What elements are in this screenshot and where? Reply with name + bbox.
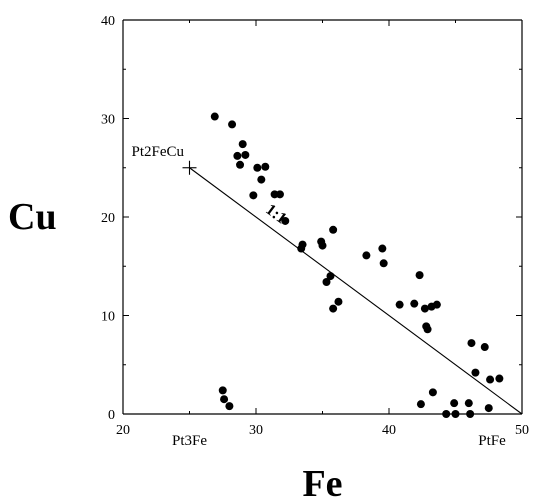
data-point: [471, 368, 480, 377]
annotations: Pt2FeCu Pt3Fe PtFe: [132, 144, 507, 449]
data-point: [466, 410, 475, 418]
data-point: [410, 299, 419, 308]
data-point: [238, 140, 247, 149]
data-point: [329, 304, 338, 313]
y-tick-label: 0: [108, 408, 115, 423]
annotation-ptfe: PtFe: [478, 433, 506, 449]
data-point: [249, 191, 258, 200]
data-point: [432, 300, 441, 309]
data-point: [210, 112, 219, 121]
data-point: [442, 410, 451, 418]
y-tick-label: 10: [101, 310, 115, 325]
data-point: [495, 374, 504, 383]
data-point: [450, 399, 459, 408]
data-point: [464, 399, 473, 408]
data-point: [228, 120, 237, 129]
reference-line-group: 1:1: [189, 167, 523, 415]
data-point: [416, 400, 425, 409]
data-point: [480, 343, 489, 352]
data-point: [318, 241, 327, 250]
data-point: [257, 175, 266, 184]
data-point: [225, 402, 234, 411]
data-point: [428, 388, 437, 397]
x-tick-label: 50: [515, 423, 529, 438]
data-point: [484, 404, 493, 413]
annotation-pt2fecu: Pt2FeCu: [132, 144, 185, 160]
data-point: [241, 150, 250, 159]
data-point: [275, 190, 284, 199]
data-point: [297, 244, 306, 253]
data-point: [420, 304, 429, 313]
data-point: [322, 278, 331, 287]
x-axis-title: Fe: [302, 463, 342, 502]
data-point: [362, 251, 371, 260]
x-tick-label: 30: [249, 423, 263, 438]
ticks: [122, 19, 523, 415]
data-point: [326, 272, 335, 281]
plot-frame: [122, 19, 523, 415]
annotation-pt3fe: Pt3Fe: [172, 433, 207, 449]
data-point: [253, 163, 262, 172]
x-tick-label: 40: [382, 423, 396, 438]
data-point: [236, 160, 245, 169]
reference-line: [189, 167, 523, 415]
y-tick-label: 30: [101, 113, 115, 128]
data-point: [261, 162, 270, 171]
data-point: [281, 216, 290, 225]
data-point: [486, 375, 495, 384]
data-point: [451, 410, 460, 418]
data-point: [379, 259, 388, 268]
pt2fecu-marker: [182, 160, 197, 175]
data-point: [467, 339, 476, 348]
y-tick-label: 40: [101, 14, 115, 29]
x-tick-label: 20: [116, 423, 130, 438]
y-tick-label: 20: [101, 211, 115, 226]
data-point: [220, 395, 229, 404]
y-axis-title: Cu: [8, 196, 57, 238]
data-point: [415, 271, 424, 280]
data-point: [378, 244, 387, 253]
tick-labels: 20 30 40 50 0 10 20 30 40: [101, 14, 529, 438]
data-point: [218, 386, 227, 395]
data-point: [233, 151, 242, 160]
data-point: [329, 225, 338, 234]
data-points: [210, 112, 504, 418]
data-point: [395, 300, 404, 309]
data-point: [334, 297, 343, 306]
data-point: [423, 325, 432, 334]
